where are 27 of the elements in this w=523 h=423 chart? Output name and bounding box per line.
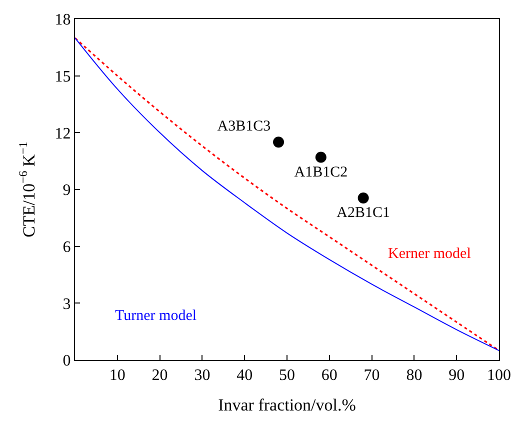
x-tick-label: 30 <box>194 367 210 384</box>
point <box>315 152 326 163</box>
y-tick-label: 15 <box>54 68 71 86</box>
point <box>273 136 284 148</box>
x-tick-label: 40 <box>236 367 253 384</box>
data-label: A2B1C1 <box>336 205 390 222</box>
y-tick-label: 12 <box>54 125 71 142</box>
x-tick-label: 20 <box>152 367 168 384</box>
y-tick-label: 3 <box>62 296 71 313</box>
point <box>358 192 369 204</box>
x-tick-label: 90 <box>448 367 465 384</box>
line-series <box>75 37 499 352</box>
y-tick-label: 6 <box>62 238 71 256</box>
y-tick-label: 18 <box>54 12 71 29</box>
x-tick-label: 70 <box>364 367 380 384</box>
y-tick-label: 9 <box>62 182 71 200</box>
x-tick-label: 100 <box>487 367 511 384</box>
x-tick-label: 80 <box>406 367 422 384</box>
y-tick-label: 0 <box>62 352 71 370</box>
x-tick-label: 10 <box>109 367 126 384</box>
annotation: Kerner model <box>388 246 471 262</box>
data-label: A1B1C2 <box>294 164 348 180</box>
data-label: A3B1C3 <box>217 118 271 135</box>
x-axis-title: Invar fraction/vol.% <box>218 396 356 415</box>
x-tick-label: 50 <box>279 367 295 384</box>
annotation: Turner model <box>115 308 197 324</box>
x-tick-label: 60 <box>321 367 338 384</box>
